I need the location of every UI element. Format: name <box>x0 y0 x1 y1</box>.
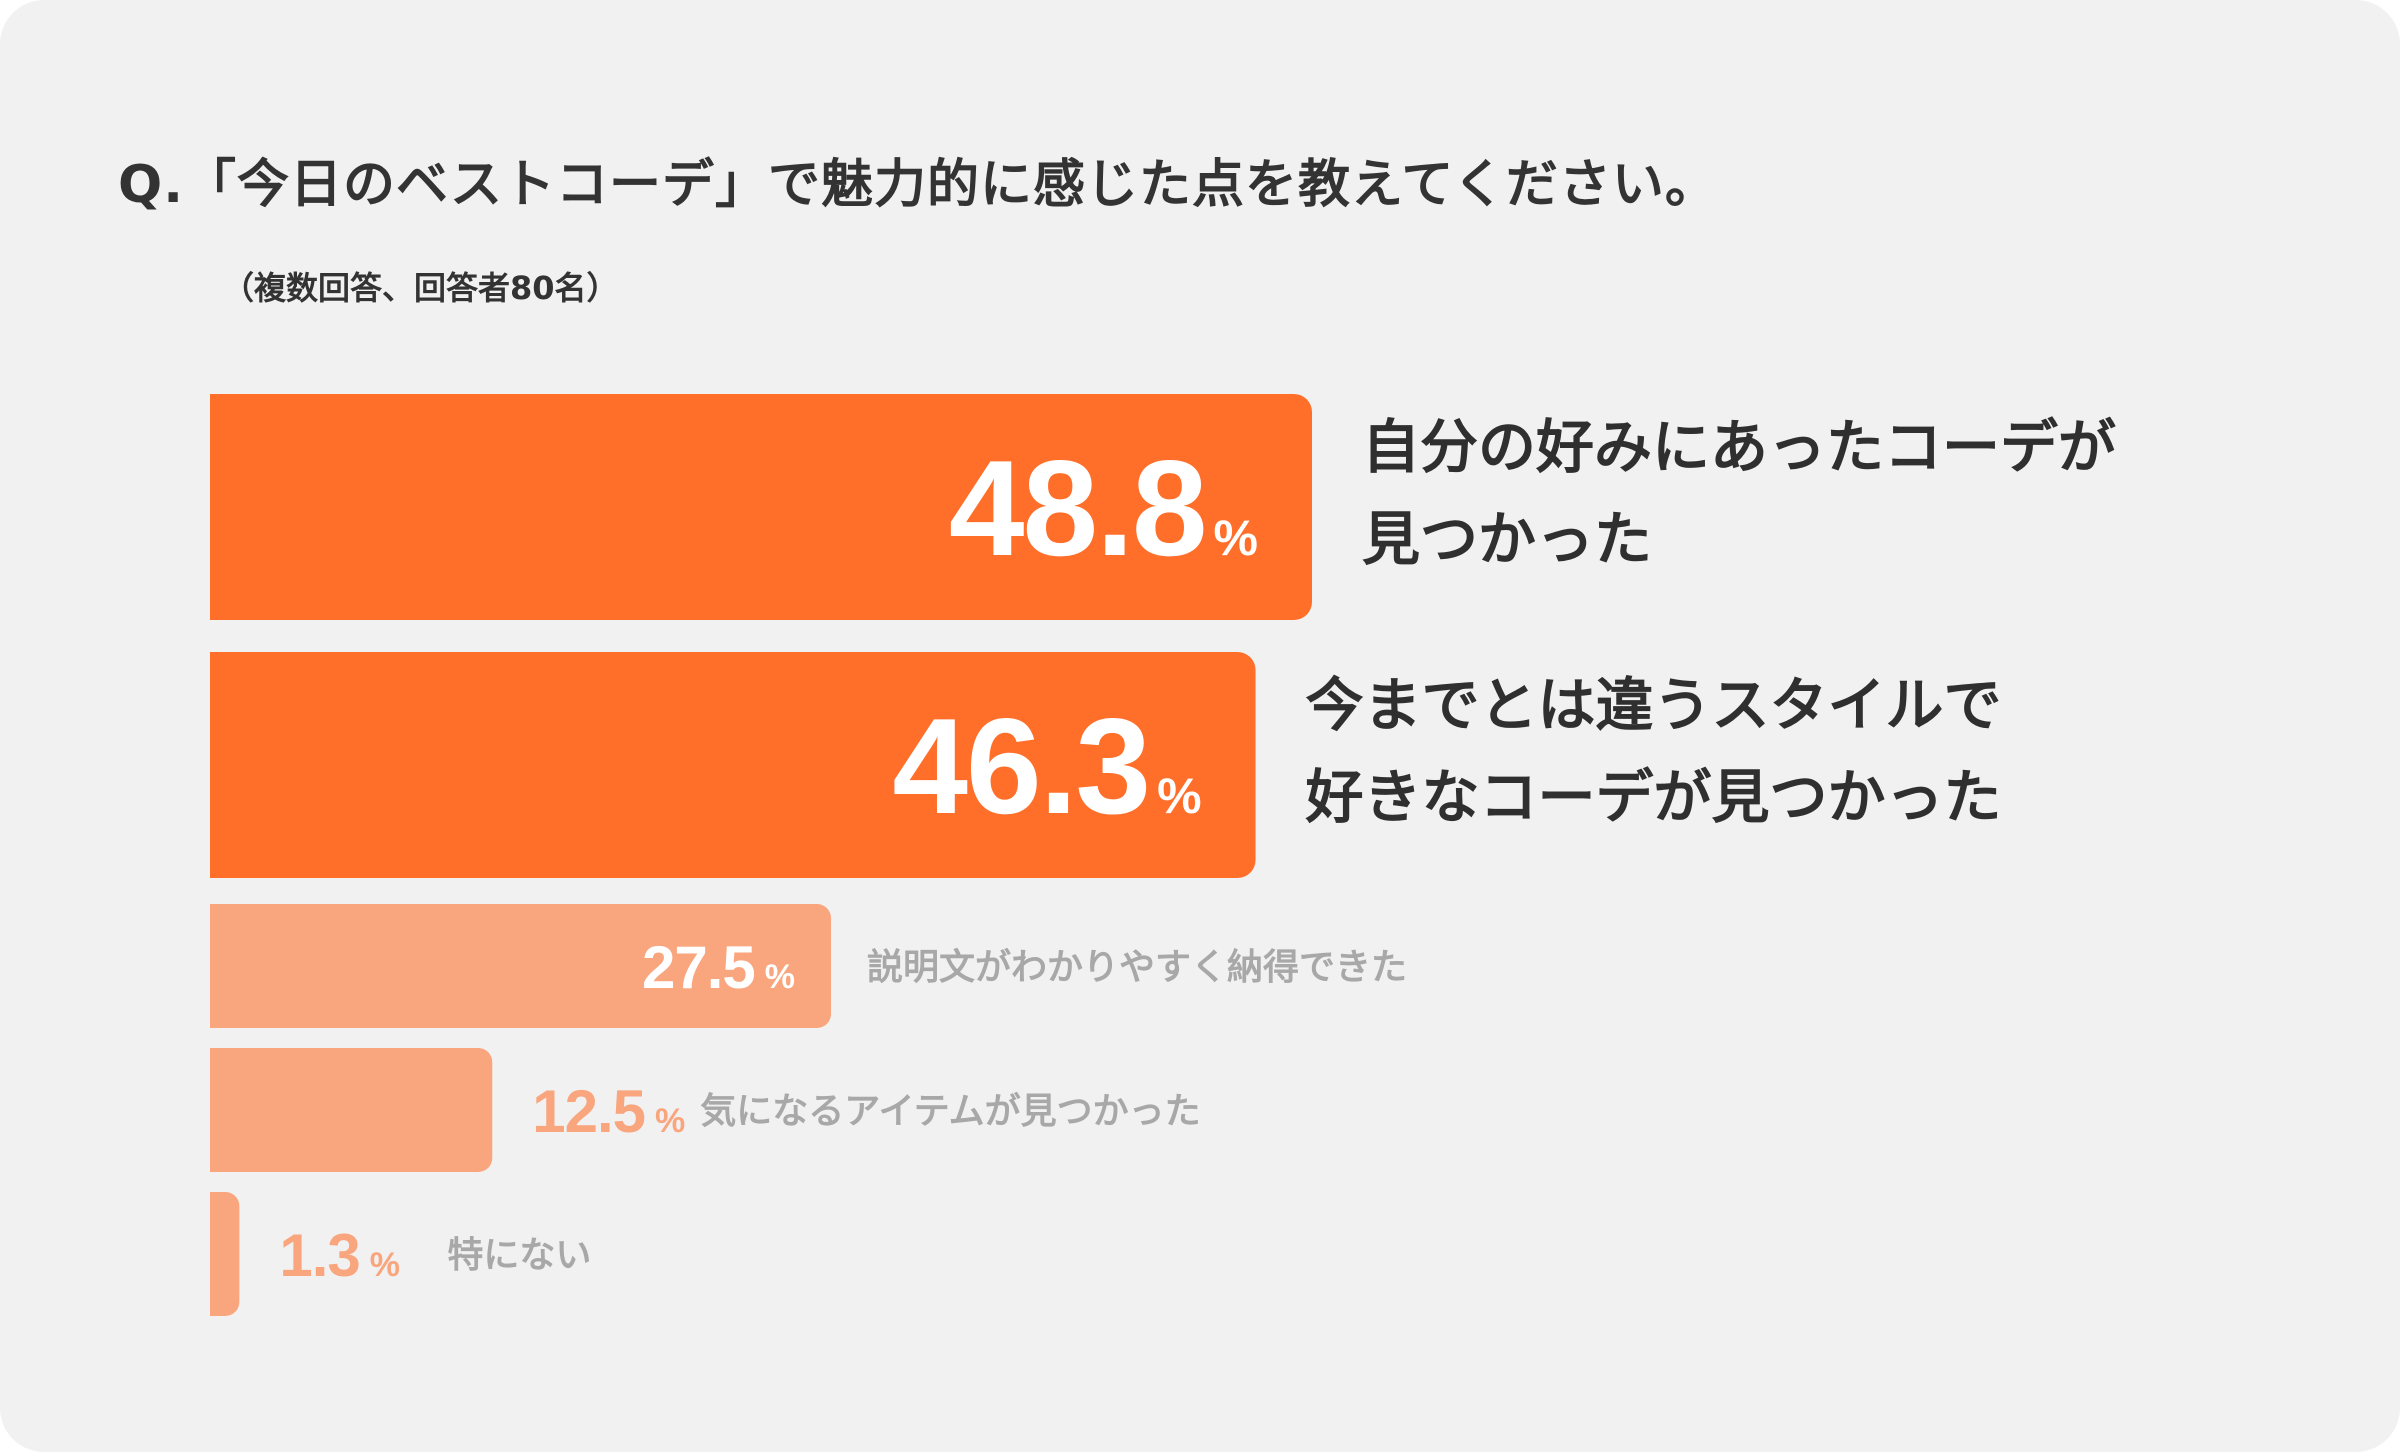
bar-2 <box>210 652 1256 878</box>
category-label-1: 自分の好みにあったコーデが見つかった <box>1362 413 2116 573</box>
value-label-5: 1.3% <box>279 1222 400 1289</box>
respondent-note: （複数回答、回答者80名） <box>222 269 619 307</box>
value-label-2: 46.3% <box>892 690 1201 842</box>
bar-4 <box>210 1048 493 1172</box>
bar-5 <box>210 1192 240 1317</box>
category-label-2: 今までとは違うスタイルで好きなコーデが見つかった <box>1305 671 2002 831</box>
bar-1 <box>210 394 1312 620</box>
bar-3 <box>210 904 832 1028</box>
question-title: Q.「今日のベストコーデ」で魅力的に感じた点を教えてください。 <box>118 155 1718 215</box>
value-label-3: 27.5% <box>642 934 795 1001</box>
category-label-5: 特にない <box>447 1235 591 1276</box>
category-label-3: 説明文がわかりやすく納得できた <box>867 947 1407 988</box>
value-label-1: 48.8% <box>949 432 1258 584</box>
value-label-4: 12.5% <box>532 1078 685 1145</box>
category-label-4: 気になるアイテムが見つかった <box>700 1091 1200 1132</box>
